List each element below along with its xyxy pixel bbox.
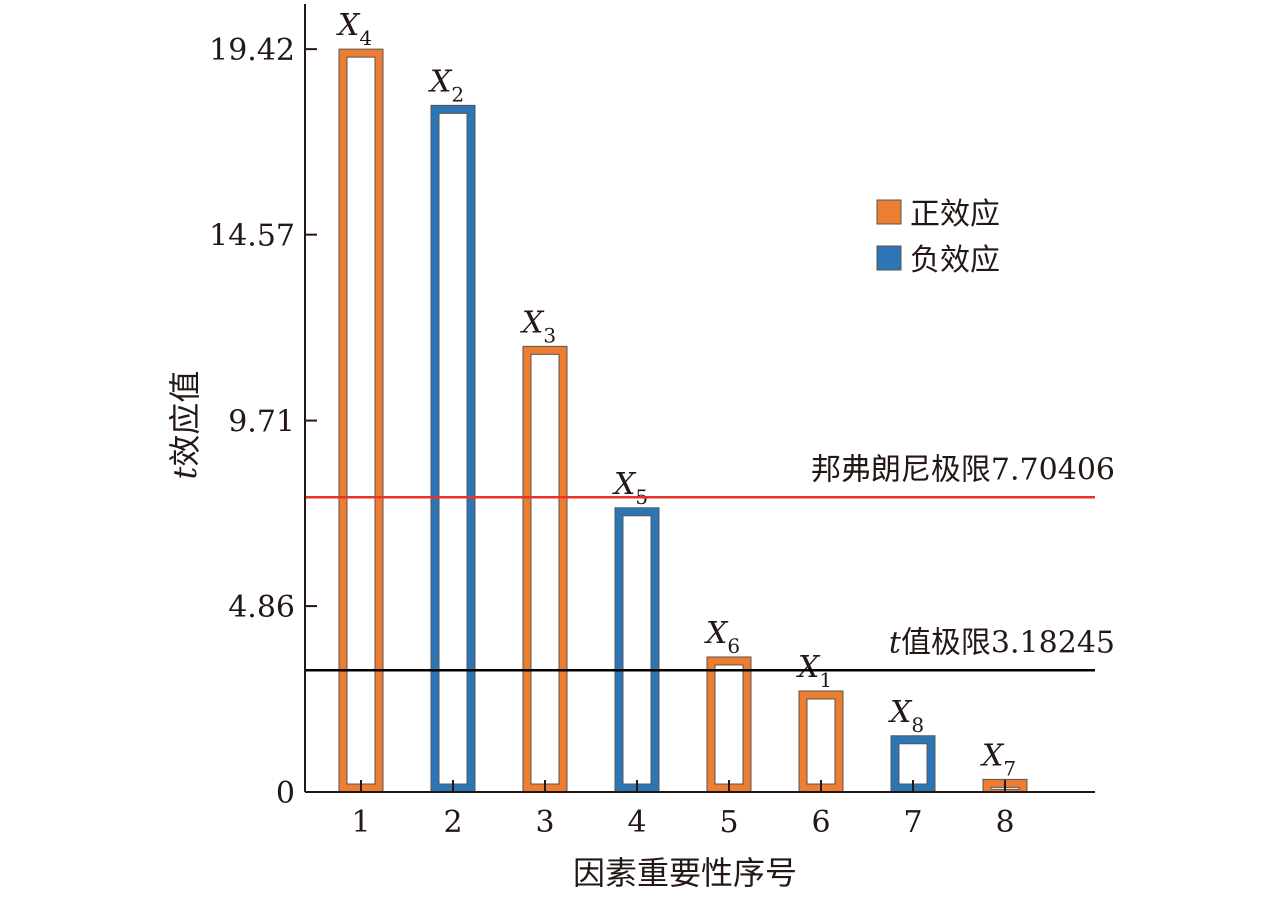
y-tick-label: 9.71: [228, 405, 295, 440]
bar-variable-label: X5: [612, 467, 648, 509]
bar-variable-letter: X: [336, 8, 361, 43]
bars-group: [338, 48, 1028, 793]
y-axis-title-prefix: t: [166, 466, 204, 479]
bar: [338, 48, 384, 793]
x-tick-label: 6: [811, 805, 830, 840]
x-axis-title: 因素重要性序号: [573, 854, 797, 892]
bar-inner: [806, 698, 836, 785]
x-tick-label: 7: [903, 805, 922, 840]
bar-inner: [530, 353, 560, 785]
bar-variable-subscript: 7: [1003, 756, 1016, 780]
bar-variable-subscript: 3: [543, 323, 556, 347]
bar-variable-label: X7: [980, 738, 1016, 780]
bar-inner: [622, 515, 652, 785]
y-tick-label: 4.86: [228, 590, 295, 625]
bar-variable-letter: X: [980, 738, 1005, 773]
bar-variable-letter: X: [612, 467, 637, 502]
reference-line-label-text: 值极限3.18245: [901, 625, 1115, 660]
reference-line-label: t值极限3.18245: [889, 625, 1115, 660]
x-tick-label: 5: [719, 805, 738, 840]
bar-variable-subscript: 1: [819, 668, 832, 692]
bar-inner: [898, 743, 928, 785]
x-ticks-group: 1 2 3 4 5 6 7 8: [351, 780, 1015, 840]
bar: [706, 656, 752, 793]
legend-swatch: [876, 199, 902, 225]
bar-variable-label: X3: [520, 305, 556, 347]
y-tick-label: 19.42: [209, 33, 295, 68]
bar-variable-subscript: 8: [911, 713, 924, 737]
legend-label: 正效应: [910, 197, 1000, 232]
bar-inner: [714, 664, 744, 785]
bar: [798, 690, 844, 793]
y-ticks-group: 0 4.86 9.71 14.57 19.42: [209, 33, 317, 811]
bar-variable-letter: X: [704, 616, 729, 651]
x-tick-label: 2: [443, 805, 462, 840]
reference-line-label-prefix: t: [889, 625, 902, 660]
bar: [430, 104, 476, 793]
legend-label: 负效应: [910, 243, 1000, 278]
reference-line-label-text: 邦弗朗尼极限7.70406: [811, 452, 1115, 487]
bar-inner: [438, 112, 468, 785]
bar: [614, 507, 660, 793]
x-tick-label: 1: [351, 805, 370, 840]
x-tick-label: 3: [535, 805, 554, 840]
bar-variable-letter: X: [428, 64, 453, 99]
bar-variable-subscript: 2: [451, 82, 464, 106]
bar: [890, 735, 936, 793]
bar-variable-letter: X: [796, 650, 821, 685]
bar-variable-label: X4: [336, 8, 372, 50]
bar-inner: [346, 56, 376, 785]
bar-variable-letter: X: [888, 695, 913, 730]
y-tick-label: 0: [276, 776, 295, 811]
bar-variable-label: X1: [796, 650, 832, 692]
bar-variable-subscript: 6: [727, 634, 740, 658]
bar: [522, 345, 568, 793]
bar-variable-label: X2: [428, 64, 464, 106]
reference-line-label: 邦弗朗尼极限7.70406: [811, 452, 1115, 487]
reference-lines-group: 邦弗朗尼极限7.70406 t值极限3.18245: [305, 452, 1115, 672]
legend-swatch: [876, 245, 902, 271]
bar-variable-label: X8: [888, 695, 924, 737]
bar-variable-label: X6: [704, 616, 740, 658]
x-tick-label: 4: [627, 805, 646, 840]
bar-variable-subscript: 4: [359, 26, 372, 50]
bar-variable-letter: X: [520, 305, 545, 340]
y-axis-title: t效应值: [166, 371, 204, 480]
x-tick-label: 8: [995, 805, 1014, 840]
y-tick-label: 14.57: [209, 219, 295, 254]
y-axis-title-rest: 效应值: [166, 371, 204, 467]
bar-labels-group: X4X2X3X5X6X1X8X7: [336, 8, 1016, 780]
